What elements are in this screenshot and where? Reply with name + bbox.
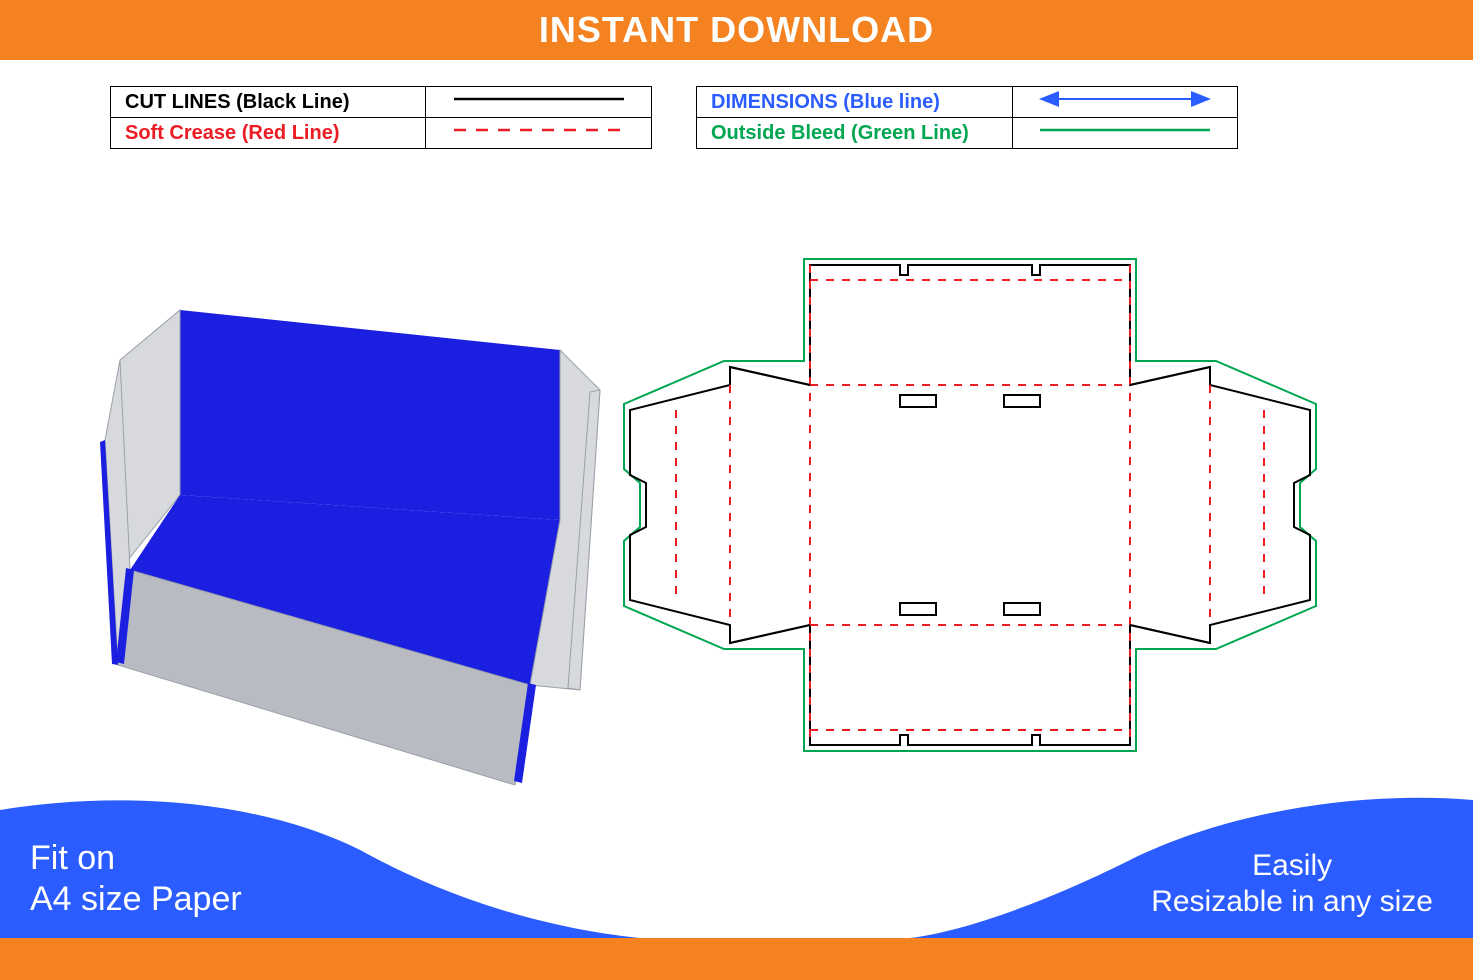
callout-right-line2: Resizable in any size xyxy=(1151,884,1433,920)
legend-label: CUT LINES (Black Line) xyxy=(111,87,426,118)
callout-right-line1: Easily xyxy=(1151,848,1433,884)
dieline-diagram xyxy=(610,235,1330,775)
legend-label: Outside Bleed (Green Line) xyxy=(697,118,1013,149)
dashed-line-icon xyxy=(449,120,629,140)
header-title: INSTANT DOWNLOAD xyxy=(539,9,934,51)
callout-left-line2: A4 size Paper xyxy=(30,879,242,920)
legend-right: DIMENSIONS (Blue line)Outside Bleed (Gre… xyxy=(696,86,1238,149)
callout-fit-a4: Fit on A4 size Paper xyxy=(30,838,242,920)
arrow-line-icon xyxy=(1035,89,1215,109)
solid-line-icon xyxy=(449,89,629,109)
legend-line-sample xyxy=(1013,87,1238,118)
legend-left: CUT LINES (Black Line)Soft Crease (Red L… xyxy=(110,86,652,149)
legend-label: Soft Crease (Red Line) xyxy=(111,118,426,149)
legend-label: DIMENSIONS (Blue line) xyxy=(697,87,1013,118)
legend-line-sample xyxy=(426,87,652,118)
box-3d-illustration xyxy=(60,270,620,790)
callout-left-line1: Fit on xyxy=(30,838,242,879)
legend-line-sample xyxy=(1013,118,1238,149)
legend-line-sample xyxy=(426,118,652,149)
callout-resizable: Easily Resizable in any size xyxy=(1151,848,1433,920)
header-bar: INSTANT DOWNLOAD xyxy=(0,0,1473,60)
solid-line-icon xyxy=(1035,120,1215,140)
